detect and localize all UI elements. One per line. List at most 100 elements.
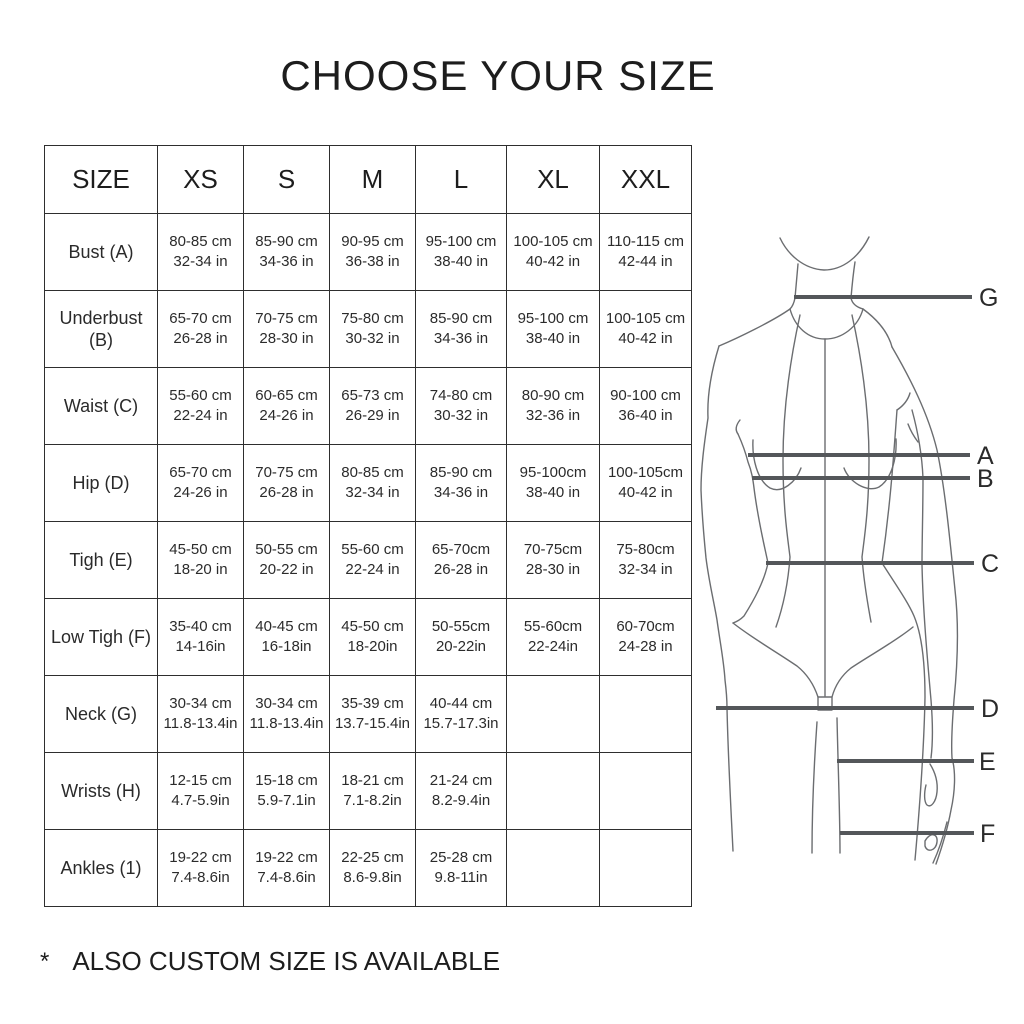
in-value: 36-40 in xyxy=(618,407,673,424)
measure-label-g: G xyxy=(979,284,998,312)
left-silhouette xyxy=(700,345,734,852)
size-cell: 70-75 cm 26-28 in xyxy=(243,444,330,522)
size-cell: 110-115 cm 42-44 in xyxy=(599,213,692,291)
left-shoulder-line xyxy=(718,308,791,347)
in-value: 14-16in xyxy=(175,638,226,655)
measurement-bars xyxy=(716,295,974,835)
right-elbow-crease xyxy=(907,423,919,443)
size-cell: 65-70 cm 26-28 in xyxy=(157,290,244,368)
cm-value: 75-80cm xyxy=(616,541,675,558)
size-cell: 60-65 cm 24-26 in xyxy=(243,367,330,445)
cm-value: 80-85 cm xyxy=(169,233,232,250)
in-value: 9.8-11in xyxy=(434,869,488,886)
size-cell xyxy=(599,829,692,907)
measure-label-a: A xyxy=(977,442,994,470)
cm-value: 19-22 cm xyxy=(255,849,318,866)
cm-value: 70-75 cm xyxy=(255,464,318,481)
in-value: 15.7-17.3in xyxy=(423,715,499,732)
size-cell: 21-24 cm 8.2-9.4in xyxy=(415,752,507,830)
in-value: 7.4-8.6in xyxy=(171,869,230,886)
size-cell: 74-80 cm 30-32 in xyxy=(415,367,507,445)
size-cell xyxy=(506,752,600,830)
column-header-xxl: XXL xyxy=(599,145,692,214)
size-cell: 19-22 cm 7.4-8.6in xyxy=(243,829,330,907)
row-label: Tigh (E) xyxy=(44,521,158,599)
size-cell: 55-60cm 22-24in xyxy=(506,598,600,676)
cm-value: 35-40 cm xyxy=(169,618,232,635)
size-cell: 80-85 cm 32-34 in xyxy=(329,444,416,522)
size-cell: 50-55 cm 20-22 in xyxy=(243,521,330,599)
size-cell: 95-100cm 38-40 in xyxy=(506,444,600,522)
size-cell: 95-100 cm 38-40 in xyxy=(506,290,600,368)
size-cell xyxy=(506,829,600,907)
in-value: 34-36 in xyxy=(433,484,489,501)
cm-value: 70-75 cm xyxy=(255,310,318,327)
cm-value: 95-100 cm xyxy=(517,310,589,327)
right-arm-inner xyxy=(911,409,934,759)
cm-value: 100-105cm xyxy=(607,464,684,481)
right-arm-outer xyxy=(891,346,959,865)
left-torso-edge xyxy=(732,433,769,624)
cm-value: 55-60 cm xyxy=(169,387,232,404)
row-label: Bust (A) xyxy=(44,213,158,291)
in-value: 20-22in xyxy=(435,638,487,655)
body-measurement-figure: G A B C D E F xyxy=(700,236,999,865)
cm-value: 65-70cm xyxy=(431,541,491,558)
finger-line xyxy=(932,821,948,864)
cm-value: 100-105 cm xyxy=(513,233,593,250)
in-value: 8.6-9.8in xyxy=(343,869,402,886)
in-value: 20-22 in xyxy=(259,561,314,578)
left-hip-curve xyxy=(732,622,819,698)
in-value: 32-34 in xyxy=(618,561,673,578)
cm-value: 110-115 cm xyxy=(607,233,684,250)
finger-leaf xyxy=(924,834,938,851)
size-table: SIZE XS S M L XL XXL Bust (A) 80-85 cm 32-34 in 8… xyxy=(44,145,692,907)
row-label: Underbust (B) xyxy=(44,290,158,368)
size-cell: 22-25 cm 8.6-9.8in xyxy=(329,829,416,907)
size-cell: 85-90 cm 34-36 in xyxy=(243,213,330,291)
row-label: Waist (C) xyxy=(44,367,158,445)
size-cell: 80-85 cm 32-34 in xyxy=(157,213,244,291)
in-value: 11.8-13.4in xyxy=(163,715,238,732)
cm-value: 100-105 cm xyxy=(605,310,686,327)
in-value: 11.8-13.4in xyxy=(249,715,324,732)
size-cell xyxy=(506,675,600,753)
size-cell: 95-100 cm 38-40 in xyxy=(415,213,507,291)
in-value: 26-29 in xyxy=(345,407,400,424)
row-label: Low Tigh (F) xyxy=(44,598,158,676)
row-label: Hip (D) xyxy=(44,444,158,522)
neck-right-line xyxy=(850,261,864,310)
in-value: 38-40 in xyxy=(525,484,581,501)
head-outline xyxy=(779,236,870,271)
size-cell: 75-80cm 32-34 in xyxy=(599,521,692,599)
right-underarm-curve xyxy=(896,392,911,411)
size-cell: 30-34 cm 11.8-13.4in xyxy=(157,675,244,753)
in-value: 34-36 in xyxy=(259,253,314,270)
cm-value: 15-18 cm xyxy=(255,772,318,789)
in-value: 24-26 in xyxy=(173,484,228,501)
row-label: Ankles (1) xyxy=(44,829,158,907)
in-value: 22-24 in xyxy=(173,407,228,424)
left-inner-leg xyxy=(811,721,818,854)
in-value: 30-32 in xyxy=(433,407,489,424)
cm-value: 30-34 cm xyxy=(169,695,232,712)
size-table-head-row: SIZE XS S M L XL XXL xyxy=(44,145,692,214)
cm-value: 95-100 cm xyxy=(425,233,497,250)
cm-value: 55-60cm xyxy=(523,618,583,635)
right-back-seam xyxy=(851,314,872,623)
cm-value: 55-60 cm xyxy=(341,541,404,558)
right-inner-leg xyxy=(836,717,841,854)
size-cell: 65-73 cm 26-29 in xyxy=(329,367,416,445)
size-cell: 25-28 cm 9.8-11in xyxy=(415,829,507,907)
size-cell: 85-90 cm 34-36 in xyxy=(415,444,507,522)
in-value: 26-28 in xyxy=(433,561,489,578)
in-value: 18-20in xyxy=(347,638,398,655)
in-value: 16-18in xyxy=(261,638,312,655)
cm-value: 40-45 cm xyxy=(255,618,318,635)
in-value: 13.7-15.4in xyxy=(334,715,411,732)
size-cell: 100-105cm 40-42 in xyxy=(599,444,692,522)
in-value: 8.2-9.4in xyxy=(431,792,491,809)
in-value: 30-32 in xyxy=(345,330,400,347)
size-cell xyxy=(599,752,692,830)
in-value: 32-34 in xyxy=(345,484,400,501)
